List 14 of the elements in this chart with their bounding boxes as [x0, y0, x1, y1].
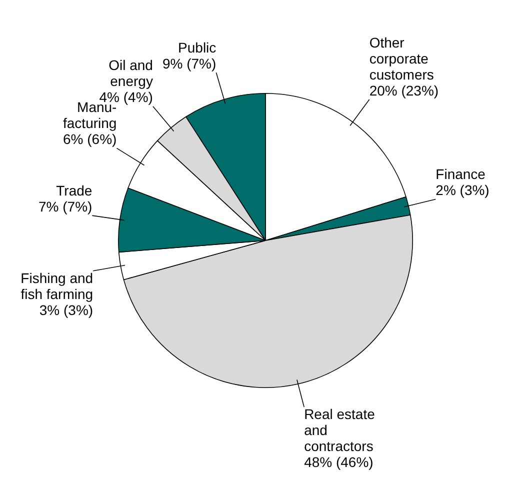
data-label: 7% (7%): [38, 198, 92, 214]
data-label: 2% (3%): [436, 182, 490, 198]
slice-label: Other corporate customers: [369, 34, 434, 82]
slice-label: Real estate and contractors: [304, 406, 376, 454]
slice-label: Fishing and fish farming: [20, 270, 94, 302]
slice-label: Trade: [56, 182, 92, 198]
data-label: 6% (6%): [63, 131, 117, 148]
data-label: 48% (46%): [304, 454, 374, 470]
slice-label: Oil and energy: [108, 57, 153, 90]
data-label: 3% (3%): [39, 302, 94, 318]
data-label: 20% (23%): [369, 82, 439, 98]
slice-label: Finance: [436, 166, 486, 182]
slice-label: Public: [178, 39, 216, 56]
data-label: 9% (7%): [162, 55, 216, 72]
